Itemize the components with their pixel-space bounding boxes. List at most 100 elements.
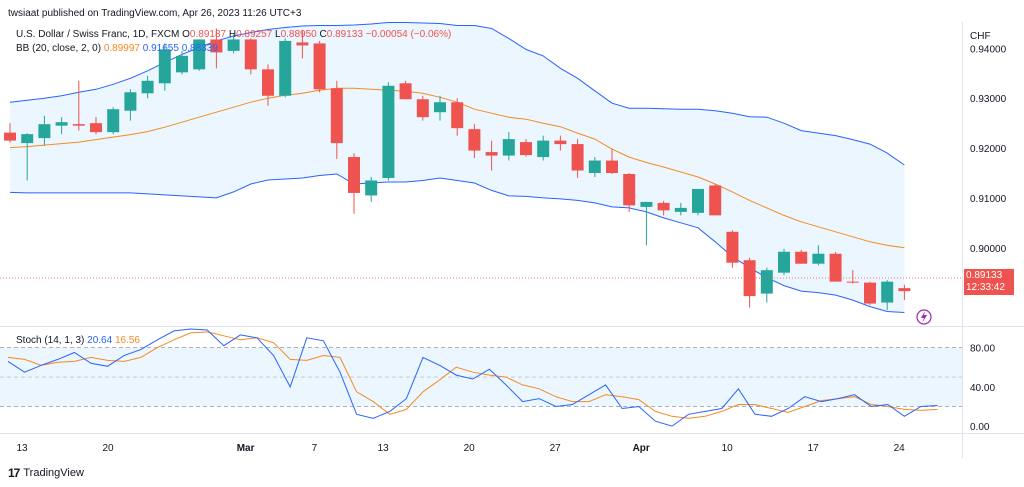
price-tick-label: 0.92000 [970,144,1007,155]
candle [709,183,722,216]
candle-body [709,185,722,216]
candle [348,153,360,214]
candle-body [193,39,206,70]
candle [38,115,51,146]
candle-body [210,39,223,53]
candle [829,251,842,282]
candle-body [4,132,16,141]
stoch-tick-label: 40.00 [970,383,995,394]
published-caption: twsiaat published on TradingView.com, Ap… [8,8,302,19]
candle-body [554,140,567,145]
time-tick-label: 10 [722,443,734,454]
candle [21,133,34,181]
candle-body [657,202,670,211]
candle-body [485,152,498,156]
candle-body [279,40,292,96]
candle [606,149,618,174]
stoch-k-value: 20.64 [87,335,113,346]
candle [193,39,206,71]
candle [158,43,171,91]
candle-body [898,288,911,292]
change-value: −0.00054 (−0.06%) [365,29,452,40]
candle-body [416,99,429,118]
candle [571,139,584,178]
bb-band-fill [10,22,905,313]
stoch-k-line [7,328,938,427]
close-value: 0.89133 [326,29,363,40]
currency-label: CHF [970,31,991,42]
time-tick-label: Apr [633,443,650,454]
grid-layer [0,22,1024,458]
time-tick-label: 27 [550,443,562,454]
candle-body [502,139,515,156]
candle [4,123,16,143]
candle-body [537,140,550,158]
candle [485,140,498,171]
time-tick-label: 7 [312,443,318,454]
symbol-legend: U.S. Dollar / Swiss Franc, 1D, FXCM O0.8… [16,28,451,41]
candle [520,139,532,157]
candle [881,280,894,311]
candle-body [124,92,137,111]
bb-legend[interactable]: BB (20, close, 2, 0) 0.89997 0.91655 0.8… [16,42,218,55]
time-tick-label: 20 [464,443,476,454]
bb-upper-value: 0.91655 [142,43,179,54]
candle-body [158,49,171,84]
candle-body [795,251,808,264]
candle-body [55,122,68,126]
candle [743,257,756,308]
candle [416,95,429,121]
time-tick-label: 13 [378,443,390,454]
candle [451,98,464,136]
candle [244,38,257,75]
candle [554,135,567,151]
stoch-d-value: 16.56 [114,335,140,346]
candle-body [623,173,636,206]
candle [141,75,154,99]
candle-body [812,253,825,264]
candle-body [382,85,395,178]
stoch-legend[interactable]: Stoch (14, 1, 3) 20.64 16.56 [16,334,140,347]
candle-body [864,282,876,304]
candle [623,173,636,212]
candle-body [743,260,756,297]
stoch-band-fill [0,347,962,407]
candle-body [571,144,584,171]
brand-footer[interactable]: 17 TradingView [8,466,84,480]
candle [210,28,223,69]
candle-body [606,160,618,174]
bb-lower-value: 0.88339 [181,43,218,54]
candle [55,117,68,135]
symbol-name[interactable]: U.S. Dollar / Swiss Franc, 1D, FXCM [16,29,180,40]
candle-body [21,134,34,144]
lightning-icon[interactable] [916,309,932,325]
candle [296,30,309,59]
candle [365,176,378,202]
candle [502,132,515,161]
candle [726,230,739,268]
candle [399,80,412,100]
candle-body [313,43,326,90]
candle [468,124,481,159]
candle [640,201,653,246]
candle [864,281,876,306]
candle-body [588,160,601,174]
candle-body [38,124,51,139]
low-label: L [275,29,281,40]
bollinger-band-layer [9,22,905,313]
stoch-tick-label: 0.00 [970,422,990,433]
candle-body [468,129,481,151]
bb-label: BB (20, close, 2, 0) [16,43,102,54]
candle [72,80,85,131]
candle [262,64,274,106]
candle [898,284,911,301]
candles-layer [4,28,911,311]
last-price-value: 0.89133 [966,270,1003,281]
open-value: 0.89187 [189,29,227,40]
candle-body [399,83,412,100]
candle [227,34,240,54]
candle-body [72,124,85,126]
candle [176,50,188,75]
price-tick-label: 0.93000 [970,94,1007,105]
